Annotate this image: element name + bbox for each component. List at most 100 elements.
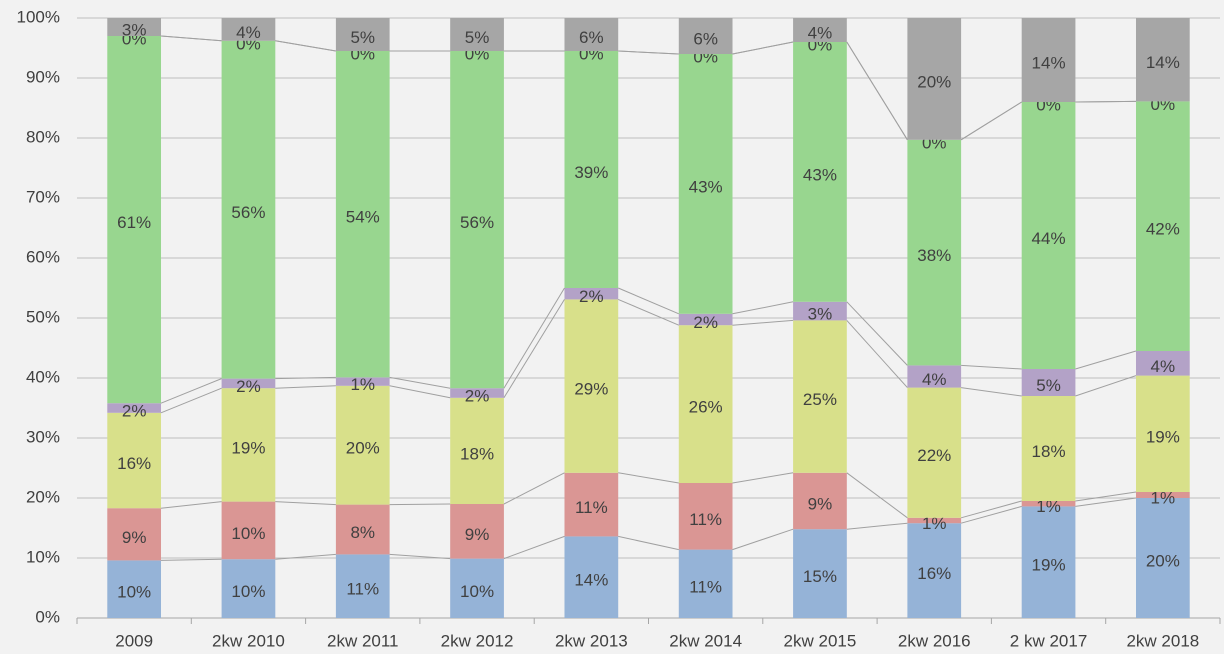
connector-line	[846, 522, 908, 530]
bar-segment	[678, 54, 733, 314]
data-label: 4%	[236, 23, 261, 42]
connector-line	[846, 41, 908, 141]
connector-line	[1075, 491, 1137, 502]
y-tick-label: 100%	[17, 7, 60, 26]
connector-line	[618, 535, 679, 551]
bar-segment	[1021, 506, 1076, 618]
bar-segment	[793, 529, 847, 618]
bar-segment	[1021, 396, 1076, 501]
data-label: 5%	[465, 28, 490, 47]
data-label: 9%	[465, 525, 490, 544]
connector-line	[732, 528, 794, 551]
y-tick-label: 20%	[26, 487, 60, 506]
data-label: 38%	[917, 246, 951, 265]
connector-line	[961, 364, 1022, 370]
connector-line	[275, 553, 336, 560]
connector-line	[618, 287, 679, 315]
connector-line	[503, 299, 565, 399]
data-label: 3%	[122, 20, 147, 39]
data-label: 42%	[1146, 220, 1180, 239]
bar-segment	[450, 51, 504, 389]
data-label: 19%	[231, 438, 265, 457]
data-label: 56%	[231, 203, 265, 222]
data-label: 20%	[346, 439, 380, 458]
connector-line	[161, 558, 222, 561]
connector-line	[960, 101, 1022, 141]
bar-segment	[793, 42, 847, 302]
bar-segment	[221, 559, 276, 618]
x-tick-label: 2kw 2014	[669, 631, 742, 650]
data-label: 4%	[1151, 357, 1176, 376]
bar-segment	[1021, 102, 1076, 369]
bar-segment	[450, 504, 504, 559]
bar-segment	[678, 483, 733, 550]
y-tick-label: 90%	[26, 67, 60, 86]
data-label: 10%	[117, 583, 151, 602]
connector-line	[961, 387, 1022, 397]
bar-segment	[450, 388, 504, 398]
data-label: 5%	[1036, 376, 1061, 395]
y-tick-label: 40%	[26, 367, 60, 386]
connector-line	[389, 503, 451, 506]
bar-segment	[335, 18, 390, 51]
data-label: 6%	[579, 28, 604, 47]
data-label: 14%	[1146, 53, 1180, 72]
bar-segment	[221, 18, 276, 41]
data-label: 10%	[231, 524, 265, 543]
bar-segment	[335, 504, 390, 555]
data-label: 11%	[346, 580, 379, 599]
data-label: 54%	[346, 208, 380, 227]
data-label: 56%	[460, 213, 494, 232]
bar-segment	[564, 288, 619, 300]
bar-segment	[221, 501, 276, 560]
data-label: 11%	[689, 510, 722, 529]
x-tick-label: 2 kw 2017	[1010, 631, 1088, 650]
x-tick-label: 2kw 2015	[784, 631, 857, 650]
connector-line	[618, 472, 679, 484]
connector-line	[1075, 497, 1137, 507]
bar-segment	[221, 40, 276, 379]
y-tick-label: 60%	[26, 247, 60, 266]
data-label: 19%	[1146, 427, 1180, 446]
bar-segment	[335, 377, 390, 386]
data-label: 2%	[236, 377, 261, 396]
data-label: 1%	[1036, 497, 1061, 516]
data-label: 19%	[1032, 556, 1066, 575]
data-label: 10%	[231, 582, 265, 601]
connector-line	[275, 376, 336, 380]
bar-segment	[335, 385, 390, 505]
bar-segment	[107, 403, 162, 413]
data-label: 20%	[1146, 551, 1180, 570]
connector-line	[1075, 100, 1136, 103]
x-tick-label: 2kw 2011	[327, 631, 399, 650]
bar-segment	[107, 18, 162, 36]
data-label: 20%	[917, 72, 951, 91]
bar-segment	[907, 365, 962, 388]
data-label: 22%	[917, 446, 951, 465]
data-label: 9%	[122, 528, 147, 547]
connector-line	[503, 535, 565, 560]
bar-segment	[335, 51, 390, 378]
bar-segment	[1135, 492, 1190, 498]
bar-segment	[564, 299, 619, 473]
bar-segment	[335, 554, 390, 618]
data-label: 2%	[122, 401, 147, 420]
data-label: 18%	[460, 444, 494, 463]
bar-segment	[793, 320, 847, 473]
connector-line	[503, 472, 565, 505]
bar-segment	[1135, 351, 1190, 376]
y-tick-label: 70%	[26, 187, 60, 206]
connector-line	[275, 501, 336, 506]
connector-line	[846, 320, 908, 388]
y-tick-label: 10%	[26, 547, 60, 566]
connector-line	[618, 298, 679, 326]
bar-segment	[1135, 18, 1190, 102]
data-label: 14%	[1032, 53, 1066, 72]
connector-line	[503, 287, 565, 389]
connector-line	[160, 378, 222, 404]
data-label: 1%	[922, 514, 947, 533]
data-label: 1%	[350, 375, 375, 394]
data-label: 11%	[575, 498, 608, 517]
bar-segment	[678, 325, 733, 483]
data-label: 14%	[574, 571, 608, 590]
